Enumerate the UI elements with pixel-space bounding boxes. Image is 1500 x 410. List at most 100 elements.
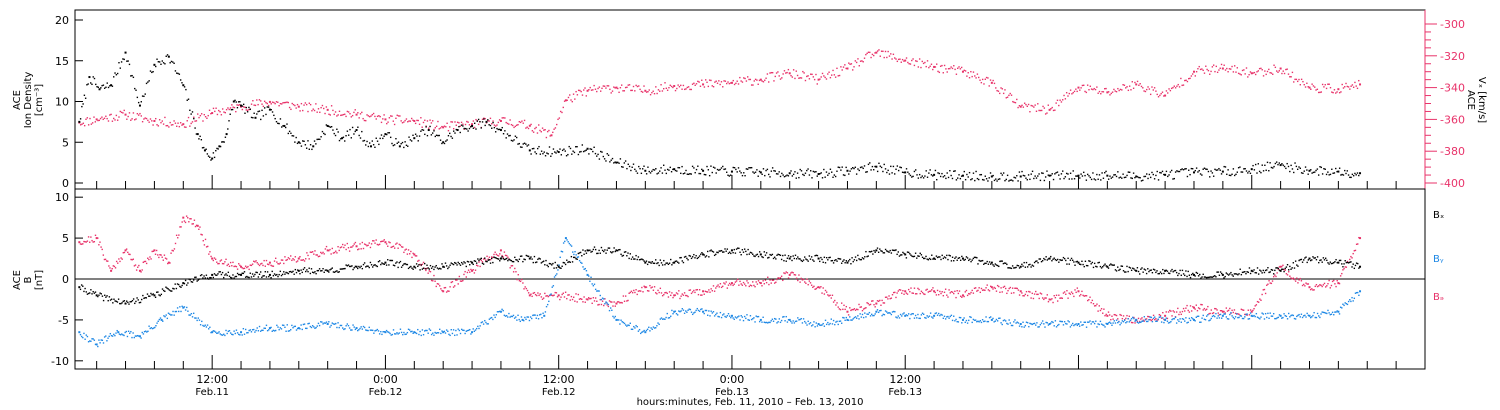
vx-point (737, 83, 740, 85)
bz-point (138, 269, 141, 272)
vx-point (933, 65, 936, 68)
bx-point (757, 255, 760, 258)
bz-point (425, 269, 427, 272)
bx-point (644, 261, 647, 264)
vx-point (745, 80, 748, 82)
bz-point (369, 246, 372, 249)
vx-point (1086, 84, 1089, 86)
bz-point (538, 294, 540, 297)
density-point (1177, 170, 1179, 173)
vx-point (1013, 101, 1015, 104)
bz-point (172, 250, 174, 252)
bz-point (784, 272, 786, 275)
bx-point (204, 277, 206, 279)
density-point (1086, 173, 1089, 176)
bz-point (846, 310, 849, 313)
by-point (288, 330, 291, 332)
by-point (527, 316, 529, 318)
vx-point (606, 85, 608, 87)
bx-point (570, 255, 573, 258)
density-point (840, 169, 842, 171)
bx-point (784, 254, 786, 256)
vx-point (391, 115, 393, 117)
bx-point (311, 271, 314, 273)
bx-point (545, 259, 547, 262)
bx-point (1221, 273, 1224, 276)
vx-point (90, 123, 93, 125)
vx-point (673, 85, 676, 88)
vx-point (130, 119, 132, 121)
bx-point (830, 260, 832, 262)
vx-point (273, 101, 275, 104)
density-point (929, 169, 931, 171)
vx-point (514, 125, 517, 128)
bz-point (790, 272, 792, 274)
bz-point (977, 289, 979, 292)
vx-point (168, 126, 170, 128)
by-point (119, 334, 122, 336)
vx-point (1262, 75, 1265, 77)
bz-point (293, 259, 295, 261)
by-point (874, 313, 876, 315)
vx-point (106, 117, 108, 120)
by-point (773, 317, 776, 320)
by-point (567, 241, 569, 243)
by-point (151, 327, 154, 330)
bx-point (600, 246, 603, 249)
density-point (1346, 170, 1348, 172)
density-point (367, 145, 370, 148)
bz-point (588, 297, 590, 299)
bz-point (740, 283, 742, 285)
bx-point (308, 267, 310, 269)
density-point (244, 112, 246, 114)
by-point (482, 323, 485, 325)
by-point (339, 324, 342, 327)
by-point (958, 316, 961, 319)
by-point (439, 328, 441, 331)
bz-point (335, 250, 337, 252)
by-point (1221, 317, 1223, 319)
bz-point (679, 297, 681, 300)
bx-point (276, 273, 278, 276)
by-point (518, 318, 520, 321)
density-point (554, 151, 556, 153)
bz-point (482, 258, 485, 260)
bz-point (1169, 309, 1171, 312)
by-point (897, 315, 899, 317)
density-point (1051, 173, 1053, 175)
by-point (1277, 316, 1280, 319)
by-point (934, 312, 936, 315)
bx-point (109, 299, 112, 301)
bx-point (622, 254, 625, 257)
bz-point (1244, 313, 1246, 316)
bz-point (162, 259, 164, 261)
by-point (1105, 322, 1107, 325)
by-point (1207, 314, 1209, 316)
bz-point (1226, 310, 1229, 312)
bx-point (194, 276, 196, 279)
vx-point (279, 102, 282, 105)
by-point (1121, 320, 1124, 322)
bz-point (97, 237, 99, 239)
bx-point (336, 270, 338, 272)
by-point (314, 327, 316, 330)
bz-point (745, 285, 747, 287)
density-point (1308, 169, 1311, 172)
by-point (1052, 321, 1054, 324)
bx-point (263, 275, 265, 277)
density-point (1277, 163, 1279, 166)
bz-point (777, 277, 779, 279)
vx-point (624, 86, 627, 89)
by-point (1205, 315, 1208, 317)
bz-point (177, 237, 179, 239)
density-point (300, 145, 303, 147)
bz-point (127, 251, 129, 254)
bx-point (306, 269, 308, 271)
by-point (856, 317, 858, 319)
bz-point (540, 296, 543, 298)
bx-point (421, 268, 424, 270)
bz-point (636, 293, 638, 296)
density-point (143, 95, 145, 98)
by-point (385, 329, 388, 332)
by-point (1225, 316, 1228, 318)
